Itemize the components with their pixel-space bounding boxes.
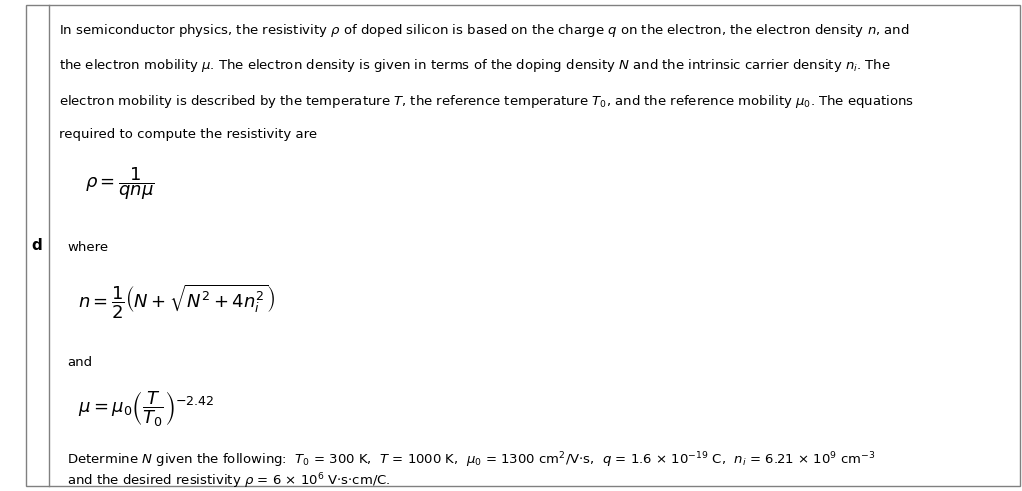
Text: $n = \dfrac{1}{2}\left(N + \sqrt{N^2 + 4n_i^2}\right)$: $n = \dfrac{1}{2}\left(N + \sqrt{N^2 + 4…: [78, 283, 275, 321]
Text: where: where: [67, 242, 108, 254]
Text: $\rho = \dfrac{1}{qn\mu}$: $\rho = \dfrac{1}{qn\mu}$: [85, 166, 154, 202]
Text: and the desired resistivity $\rho$ = 6 $\times$ 10$^6$ V$\cdot$s$\cdot$cm/C.: and the desired resistivity $\rho$ = 6 $…: [67, 471, 391, 491]
Text: the electron mobility $\mu$. The electron density is given in terms of the dopin: the electron mobility $\mu$. The electro…: [59, 57, 891, 75]
Text: In semiconductor physics, the resistivity $\rho$ of doped silicon is based on th: In semiconductor physics, the resistivit…: [59, 22, 910, 39]
FancyBboxPatch shape: [26, 5, 1020, 486]
Text: Determine $N$ given the following:  $T_0$ = 300 K,  $T$ = 1000 K,  $\mu_0$ = 130: Determine $N$ given the following: $T_0$…: [67, 451, 876, 470]
Text: electron mobility is described by the temperature $T$, the reference temperature: electron mobility is described by the te…: [59, 93, 915, 110]
Text: and: and: [67, 356, 93, 369]
Text: required to compute the resistivity are: required to compute the resistivity are: [59, 128, 318, 141]
Text: $\mu = \mu_0 \left(\dfrac{T}{T_0}\right)^{-2.42}$: $\mu = \mu_0 \left(\dfrac{T}{T_0}\right)…: [78, 389, 214, 428]
Text: d: d: [32, 238, 42, 253]
